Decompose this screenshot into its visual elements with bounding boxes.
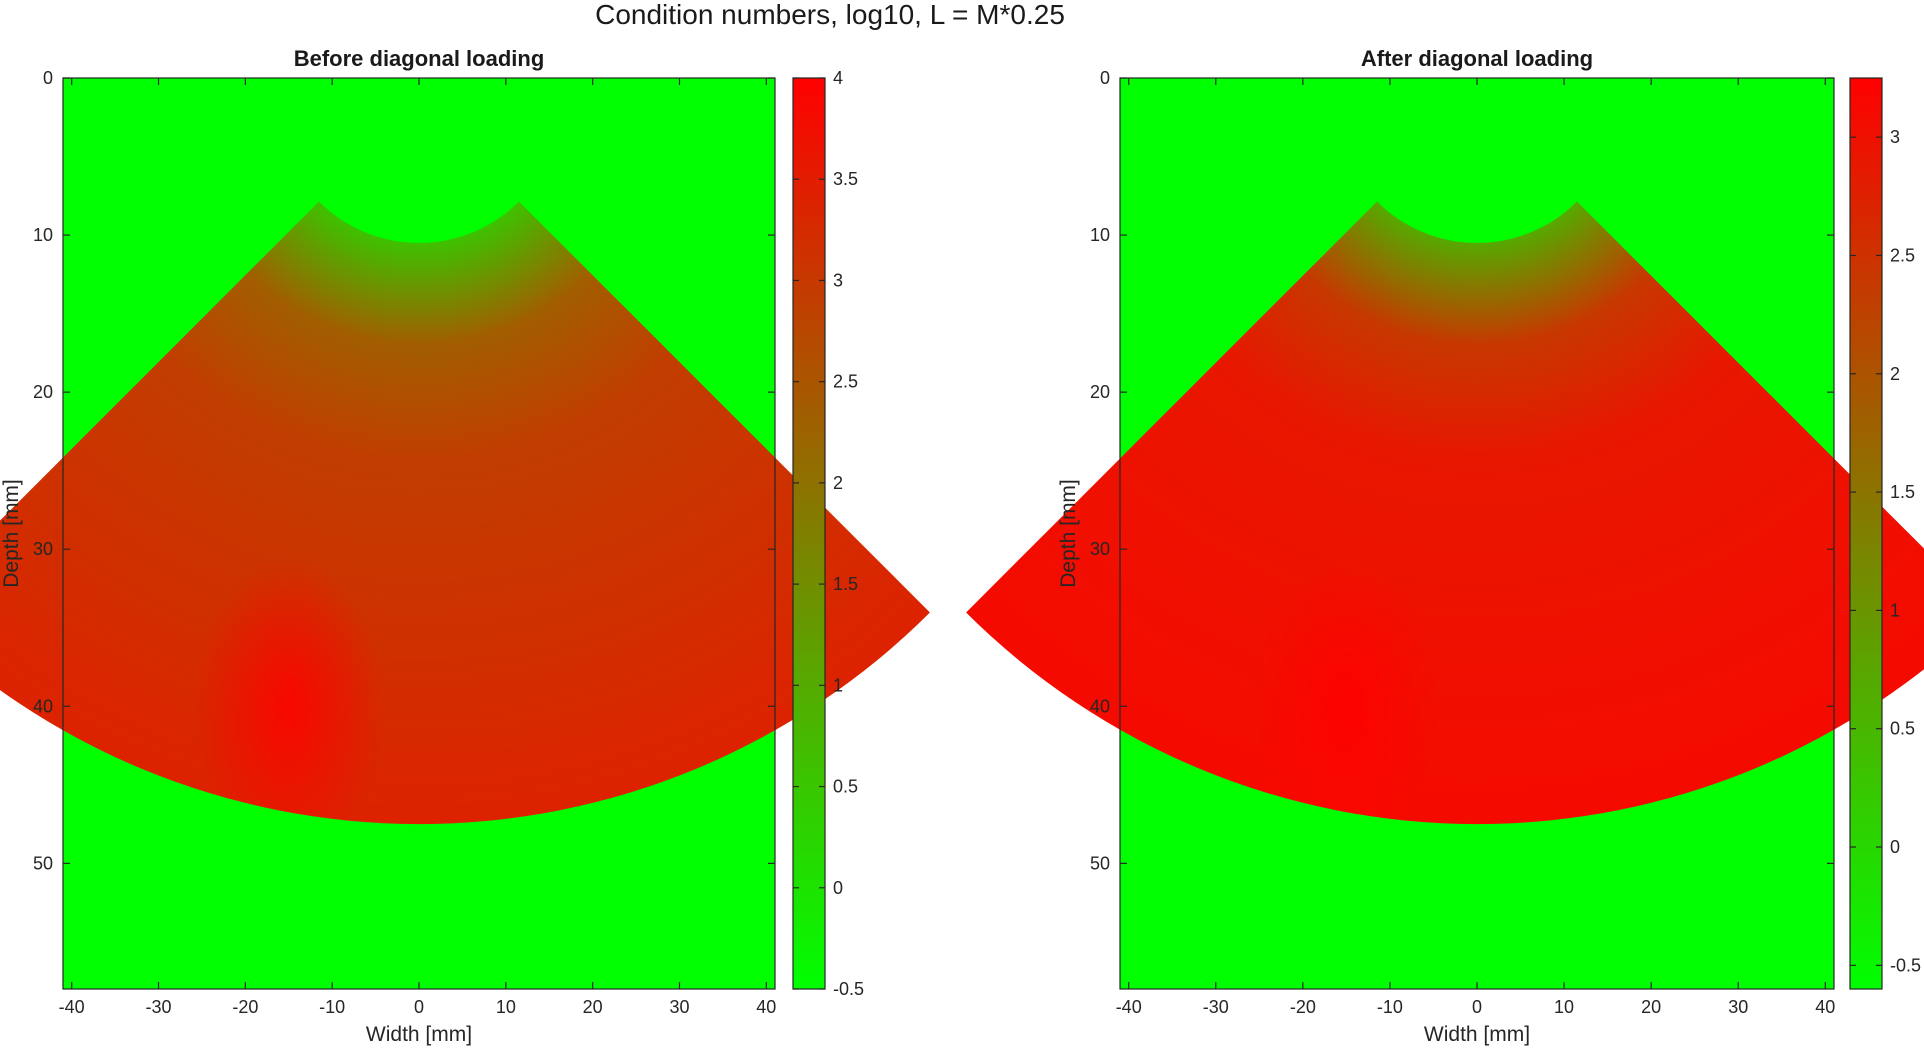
colorbar-tick-label: 1	[833, 675, 843, 695]
sector-peak-region	[193, 556, 384, 825]
y-tick-label: 10	[1090, 225, 1110, 245]
x-tick-label: 20	[1641, 997, 1661, 1017]
y-tick-label: 50	[33, 853, 53, 873]
figure-title: Condition numbers, log10, L = M*0.25	[595, 0, 1065, 30]
colorbar: -0.5 0 0.5 1 1.5 2 2.5 3 3.5 4	[792, 68, 864, 999]
x-tick-label: -40	[1116, 997, 1142, 1017]
colorbar-tick-label: -0.5	[1890, 955, 1921, 975]
x-tick-label: 30	[669, 997, 689, 1017]
colorbar-tick-label: 0	[833, 878, 843, 898]
colorbar-tick-label: 3.5	[833, 169, 858, 189]
x-tick-label: 10	[496, 997, 516, 1017]
y-axis-label: Depth [mm]	[0, 479, 23, 588]
colorbar-tick-label: 0.5	[833, 777, 858, 797]
colorbar-tick-label: 0.5	[1890, 719, 1915, 739]
x-tick-label: -30	[1203, 997, 1229, 1017]
x-tick-label: 0	[414, 997, 424, 1017]
y-tick-label: 30	[1090, 539, 1110, 559]
colorbar: -0.5 0 0.5 1 1.5 2 2.5 3	[1849, 77, 1921, 990]
colorbar-tick-label: 1.5	[1890, 482, 1915, 502]
y-tick-label: 30	[33, 539, 53, 559]
colorbar-tick-label: 2	[1890, 364, 1900, 384]
y-tick-label: 50	[1090, 853, 1110, 873]
x-axis-label: Width [mm]	[366, 1023, 472, 1046]
colorbar-tick-label: 3	[833, 270, 843, 290]
x-tick-label: -30	[146, 997, 172, 1017]
colorbar-tick-label: 2	[833, 473, 843, 493]
colorbar-tick-label: 0	[1890, 837, 1900, 857]
colorbar-tick-label: 1.5	[833, 574, 858, 594]
x-tick-label: -10	[319, 997, 345, 1017]
x-tick-label: -40	[59, 997, 85, 1017]
y-tick-label: 40	[33, 696, 53, 716]
colorbar-tick-label: 2.5	[1890, 245, 1915, 265]
y-tick-label: 0	[1100, 68, 1110, 88]
x-tick-label: -10	[1377, 997, 1403, 1017]
y-tick-label: 40	[1090, 696, 1110, 716]
panel-title: Before diagonal loading	[294, 46, 545, 71]
y-tick-label: 0	[43, 68, 53, 88]
y-tick-label: 10	[33, 225, 53, 245]
imaging-sector	[966, 201, 1924, 824]
colorbar-tick-label: 4	[833, 68, 843, 88]
x-axis-label: Width [mm]	[1424, 1023, 1530, 1046]
colorbar-tick-label: 3	[1890, 127, 1900, 147]
x-tick-label: 30	[1728, 997, 1748, 1017]
x-tick-label: 40	[756, 997, 776, 1017]
x-tick-label: 40	[1815, 997, 1835, 1017]
y-tick-label: 20	[33, 382, 53, 402]
x-tick-label: -20	[1290, 997, 1316, 1017]
colorbar-tick-label: 1	[1890, 600, 1900, 620]
y-axis-label: Depth [mm]	[1057, 479, 1080, 588]
x-tick-label: 0	[1472, 997, 1482, 1017]
sector-peak-region	[1251, 556, 1442, 825]
panel-title: After diagonal loading	[1361, 46, 1593, 71]
colorbar-tick-label: -0.5	[833, 979, 864, 999]
y-tick-label: 20	[1090, 382, 1110, 402]
x-tick-label: 10	[1554, 997, 1574, 1017]
colorbar-tick-label: 2.5	[833, 372, 858, 392]
x-tick-label: 20	[583, 997, 603, 1017]
x-tick-label: -20	[232, 997, 258, 1017]
